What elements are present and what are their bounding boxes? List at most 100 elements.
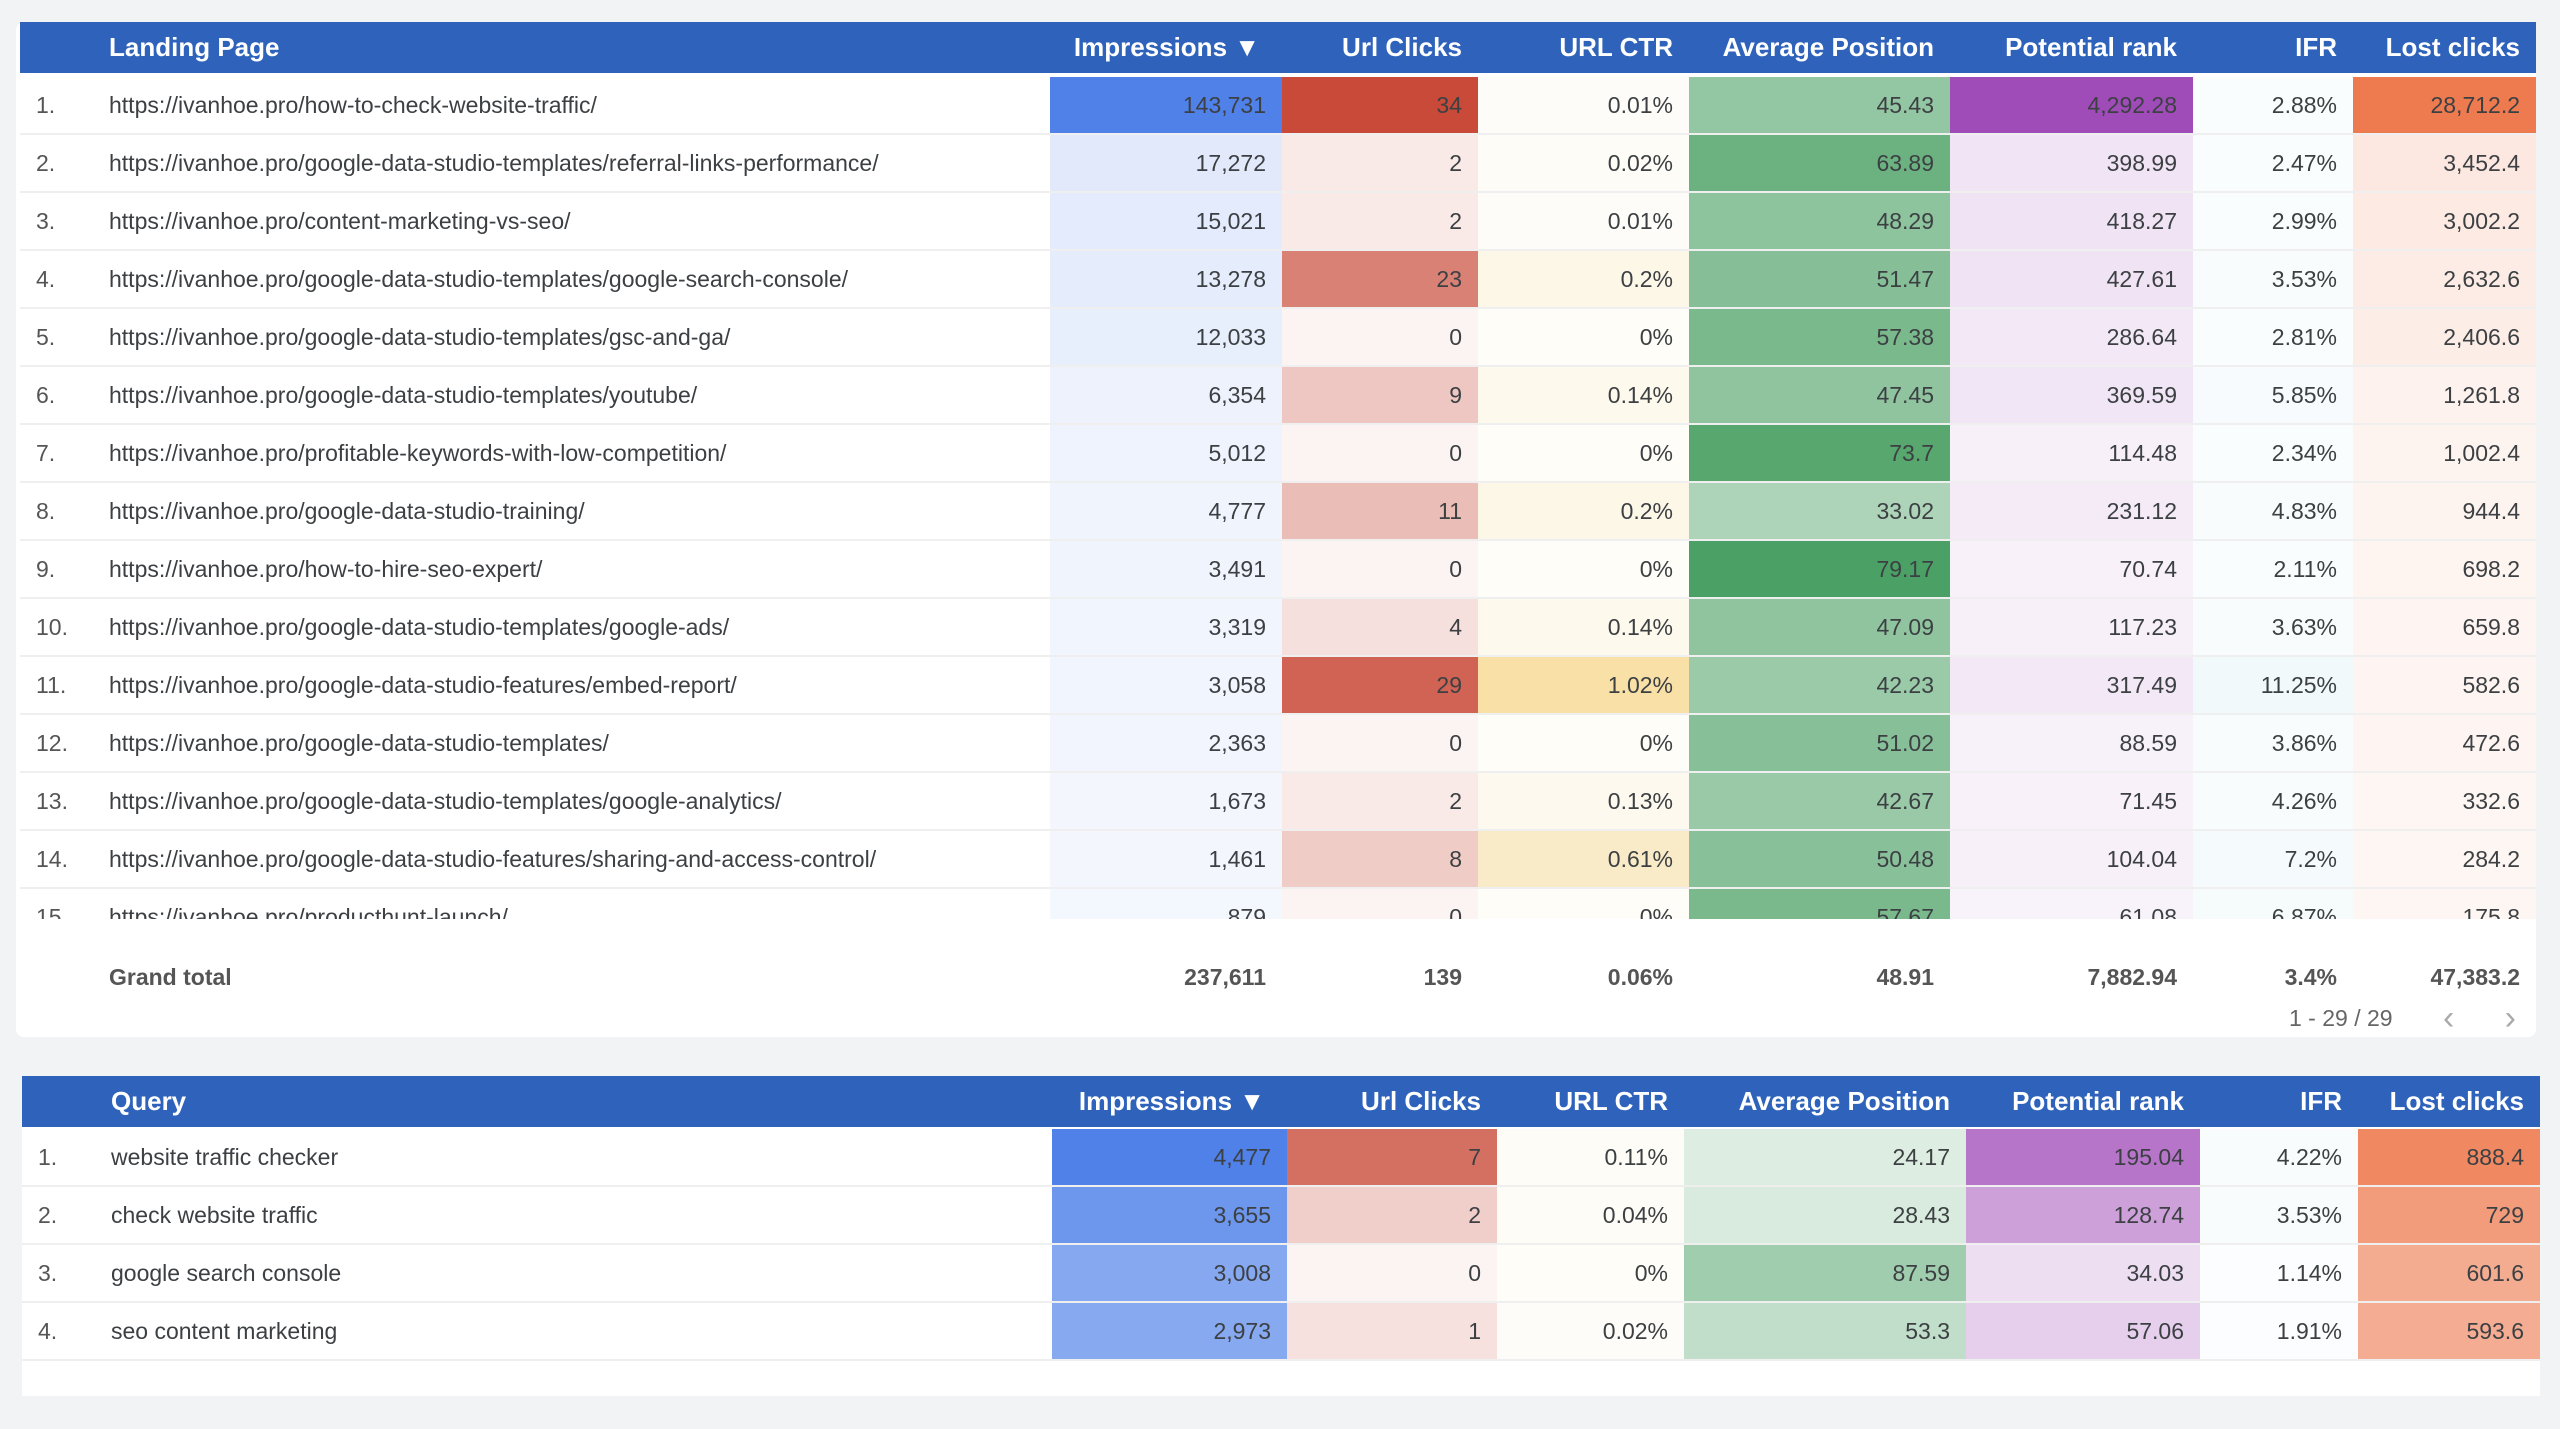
cell-lost-clicks: 729	[2358, 1187, 2540, 1243]
cell-url-ctr: 0.11%	[1497, 1129, 1684, 1185]
cell-url-clicks: 34	[1282, 77, 1478, 133]
table-row[interactable]: 10. https://ivanhoe.pro/google-data-studi…	[20, 599, 2536, 657]
row-label[interactable]: https://ivanhoe.pro/google-data-studio-f…	[109, 672, 737, 698]
row-label[interactable]: https://ivanhoe.pro/google-data-studio-t…	[109, 498, 585, 524]
cell-lost-clicks: 582.6	[2353, 657, 2536, 713]
table-row[interactable]: 4. seo content marketing 2,973 1 0.02% 53.3 57…	[22, 1303, 2540, 1361]
column-header-average-position[interactable]: Average Position	[1722, 32, 1934, 62]
row-label[interactable]: https://ivanhoe.pro/google-data-studio-t…	[109, 614, 730, 640]
pagination: 1 - 29 / 29 ‹ ›	[2289, 988, 2516, 1044]
cell-impressions: 1,673	[1050, 773, 1282, 829]
table-row[interactable]: 8. https://ivanhoe.pro/google-data-studio…	[20, 483, 2536, 541]
row-label[interactable]: https://ivanhoe.pro/content-marketing-vs…	[109, 208, 571, 234]
row-index: 5.	[36, 324, 56, 350]
column-header-query[interactable]: Query	[111, 1086, 187, 1116]
row-label[interactable]: https://ivanhoe.pro/profitable-keywords-…	[109, 440, 727, 466]
column-header-impressions[interactable]: Impressions ▼	[1073, 32, 1260, 62]
column-header-impressions[interactable]: Impressions ▼	[1078, 1086, 1265, 1116]
cell-url-ctr: 0%	[1478, 889, 1689, 919]
row-index: 11.	[36, 672, 67, 698]
column-header-lost-clicks[interactable]: Lost clicks	[2385, 32, 2520, 62]
grand-total-label: Grand total	[109, 964, 232, 990]
column-header-ifr[interactable]: IFR	[2295, 32, 2337, 62]
cell-impressions: 4,777	[1050, 483, 1282, 539]
cell-url-clicks: 29	[1282, 657, 1478, 713]
row-index: 12.	[36, 730, 68, 756]
cell-potential-rank: 104.04	[1950, 831, 2193, 887]
row-label[interactable]: https://ivanhoe.pro/google-data-studio-t…	[109, 382, 698, 408]
row-label[interactable]: https://ivanhoe.pro/google-data-studio-t…	[109, 730, 609, 756]
cell-average-position: 51.02	[1689, 715, 1950, 771]
cell-ifr: 1.91%	[2200, 1303, 2358, 1359]
cell-url-clicks: 0	[1282, 309, 1478, 365]
cell-url-clicks: 2	[1282, 193, 1478, 249]
column-header-lost-clicks[interactable]: Lost clicks	[2389, 1086, 2524, 1116]
column-header-potential-rank[interactable]: Potential rank	[2012, 1086, 2184, 1116]
cell-ifr: 7.2%	[2193, 831, 2353, 887]
cell-potential-rank: 317.49	[1950, 657, 2193, 713]
row-label[interactable]: https://ivanhoe.pro/how-to-check-website…	[109, 92, 597, 118]
cell-lost-clicks: 698.2	[2353, 541, 2536, 597]
column-header-potential-rank[interactable]: Potential rank	[2005, 32, 2177, 62]
cell-impressions: 2,973	[1052, 1303, 1287, 1359]
cell-average-position: 33.02	[1689, 483, 1950, 539]
row-label[interactable]: https://ivanhoe.pro/how-to-hire-seo-expe…	[109, 556, 543, 582]
table-header: Landing Page Impressions ▼ Url Clicks URL C…	[20, 22, 2536, 73]
cell-potential-rank: 88.59	[1950, 715, 2193, 771]
cell-average-position: 42.23	[1689, 657, 1950, 713]
grand-total-impressions: 237,611	[1184, 964, 1266, 990]
cell-url-ctr: 0.2%	[1478, 483, 1689, 539]
table-row[interactable]: 15. https://ivanhoe.pro/producthunt-launc…	[20, 889, 2536, 919]
row-label[interactable]: https://ivanhoe.pro/google-data-studio-t…	[109, 324, 731, 350]
table-row[interactable]: 6. https://ivanhoe.pro/google-data-studio…	[20, 367, 2536, 425]
cell-url-clicks: 0	[1282, 541, 1478, 597]
table-row[interactable]: 3. google search console 3,008 0 0% 87.59 34.0…	[22, 1245, 2540, 1303]
column-header-ifr[interactable]: IFR	[2300, 1086, 2342, 1116]
cell-average-position: 63.89	[1689, 135, 1950, 191]
cell-url-clicks: 0	[1282, 889, 1478, 919]
table-row[interactable]: 11. https://ivanhoe.pro/google-data-studi…	[20, 657, 2536, 715]
cell-average-position: 57.67	[1689, 889, 1950, 919]
cell-lost-clicks: 28,712.2	[2353, 77, 2536, 133]
table-row[interactable]: 5. https://ivanhoe.pro/google-data-studio…	[20, 309, 2536, 367]
row-index: 9.	[36, 556, 56, 582]
table-row[interactable]: 4. https://ivanhoe.pro/google-data-studio…	[20, 251, 2536, 309]
column-header-url-ctr[interactable]: URL CTR	[1554, 1086, 1668, 1116]
row-label[interactable]: check website traffic	[111, 1202, 318, 1228]
row-label[interactable]: https://ivanhoe.pro/google-data-studio-t…	[109, 788, 782, 814]
column-header-url-ctr[interactable]: URL CTR	[1559, 32, 1673, 62]
table-body[interactable]: 1. https://ivanhoe.pro/how-to-check-websi…	[20, 77, 2536, 919]
cell-potential-rank: 70.74	[1950, 541, 2193, 597]
table-body[interactable]: 1. website traffic checker 4,477 7 0.11% 24.1…	[22, 1129, 2540, 1429]
column-header-average-position[interactable]: Average Position	[1738, 1086, 1950, 1116]
row-label[interactable]: https://ivanhoe.pro/google-data-studio-t…	[109, 266, 848, 292]
chevron-left-icon[interactable]: ‹	[2442, 998, 2455, 1037]
row-label[interactable]: https://ivanhoe.pro/google-data-studio-f…	[109, 846, 877, 872]
table-row[interactable]: 12. https://ivanhoe.pro/google-data-studi…	[20, 715, 2536, 773]
column-header-url-clicks[interactable]: Url Clicks	[1342, 32, 1462, 62]
cell-url-ctr: 0.02%	[1497, 1303, 1684, 1359]
table-row[interactable]: 2. https://ivanhoe.pro/google-data-studio…	[20, 135, 2536, 193]
chevron-right-icon[interactable]: ›	[2504, 998, 2516, 1037]
table-row[interactable]: 9. https://ivanhoe.pro/how-to-hire-seo-ex…	[20, 541, 2536, 599]
cell-url-clicks: 0	[1282, 425, 1478, 481]
table-row[interactable]: 1. https://ivanhoe.pro/how-to-check-websi…	[20, 77, 2536, 135]
cell-lost-clicks: 888.4	[2358, 1129, 2540, 1185]
row-label[interactable]: https://ivanhoe.pro/google-data-studio-t…	[109, 150, 879, 176]
row-label[interactable]: google search console	[111, 1260, 342, 1286]
column-header-landing-page[interactable]: Landing Page	[109, 32, 280, 62]
row-label[interactable]: website traffic checker	[111, 1144, 339, 1170]
column-header-url-clicks[interactable]: Url Clicks	[1361, 1086, 1481, 1116]
cell-average-position: 53.3	[1684, 1303, 1966, 1359]
table-row[interactable]: 1. website traffic checker 4,477 7 0.11% 24.1…	[22, 1129, 2540, 1187]
table-row[interactable]: 13. https://ivanhoe.pro/google-data-studi…	[20, 773, 2536, 831]
table-row[interactable]: 2. check website traffic 3,655 2 0.04% 28.43 1…	[22, 1187, 2540, 1245]
row-label[interactable]: seo content marketing	[111, 1318, 338, 1344]
table-row[interactable]: 7. https://ivanhoe.pro/profitable-keyword…	[20, 425, 2536, 483]
table-row[interactable]: 3. https://ivanhoe.pro/content-marketing-…	[20, 193, 2536, 251]
cell-average-position: 87.59	[1684, 1245, 1966, 1301]
row-index: 10.	[36, 614, 68, 640]
row-label[interactable]: https://ivanhoe.pro/producthunt-launch/	[109, 904, 508, 919]
table-row[interactable]: 14. https://ivanhoe.pro/google-data-studi…	[20, 831, 2536, 889]
cell-lost-clicks: 1,002.4	[2353, 425, 2536, 481]
